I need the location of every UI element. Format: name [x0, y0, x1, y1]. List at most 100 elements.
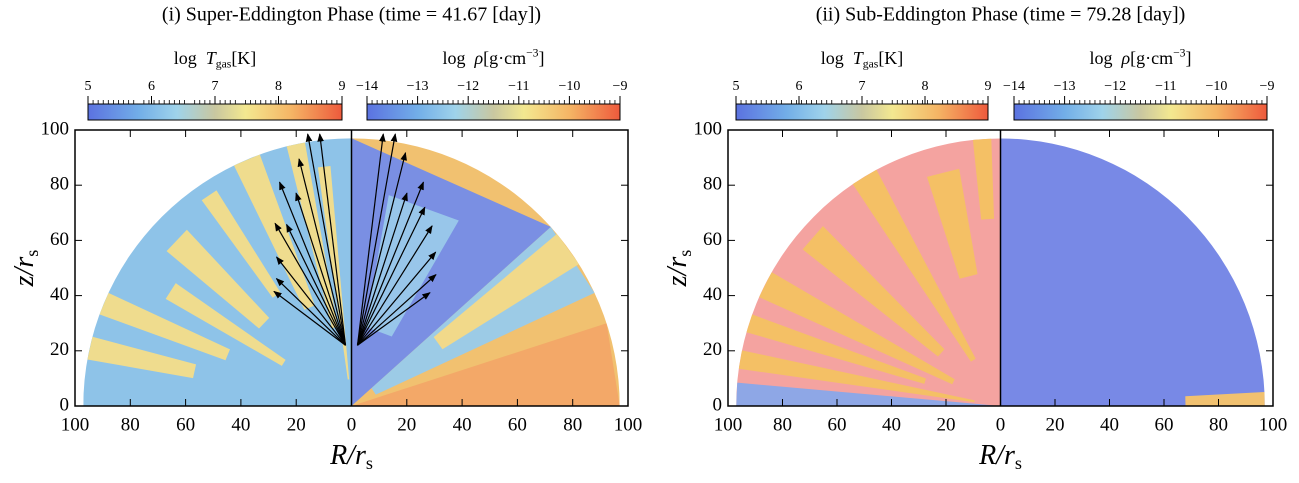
x-tick-label: 60 [1155, 414, 1174, 435]
label-part: [g·cm [1130, 48, 1173, 68]
field [736, 138, 1265, 406]
arrow [356, 151, 407, 346]
field-region [759, 272, 955, 385]
chart-title: (i) Super-Eddington Phase (time = 41.67 … [162, 4, 541, 26]
field-region [233, 154, 315, 310]
arrow [357, 251, 437, 346]
x-tick-label: 20 [1046, 414, 1065, 435]
label-part: [g·cm [483, 48, 526, 68]
x-tick-label: 40 [453, 414, 472, 435]
arrow [356, 133, 386, 346]
arrow [357, 292, 431, 346]
arrow [279, 181, 347, 346]
x-tick-label: 40 [231, 414, 250, 435]
field-region [365, 195, 459, 337]
field-right [1000, 138, 1265, 406]
field-region [87, 336, 197, 379]
arrow [356, 206, 426, 346]
arrow [356, 225, 433, 346]
field-region [738, 350, 975, 403]
x-tick-label: 20 [937, 414, 956, 435]
y-tick-label: 0 [713, 394, 723, 415]
field-region [317, 165, 350, 380]
colorbar-tick-label: 7 [212, 79, 219, 94]
space [465, 48, 474, 68]
label-part: T [853, 48, 865, 68]
label-part: s [1015, 453, 1022, 473]
colorbar-tick-label: 6 [796, 79, 803, 94]
arrow [356, 192, 408, 346]
label-part: /r [662, 257, 693, 278]
label-part: ] [539, 48, 545, 68]
x-tick-label: 100 [714, 414, 743, 435]
x-tick-label: 20 [287, 414, 306, 435]
colorbar-tick-label: 8 [275, 79, 282, 94]
colorbar-tick-label: 6 [148, 79, 155, 94]
colorbar-tick-label: −11 [1155, 79, 1176, 94]
label-part: ρ [473, 48, 483, 68]
colorbar-tick-label: −13 [407, 79, 429, 94]
field-region [736, 382, 1001, 406]
y-tick-label: 20 [703, 339, 722, 360]
axis-label: R/rs [978, 440, 1022, 473]
arrow [317, 133, 347, 346]
x-tick-label: 100 [1259, 414, 1288, 435]
colorbar-tick-label: −12 [457, 79, 479, 94]
field-region [1185, 391, 1265, 406]
arrow [297, 158, 347, 346]
y-tick-label: 60 [703, 229, 722, 250]
field-region [351, 323, 620, 406]
colorbar-tick-label: −9 [1260, 79, 1275, 94]
axis-label: log Tgas[K] [821, 48, 904, 70]
x-tick-label: 80 [121, 414, 140, 435]
arrow [295, 192, 347, 346]
label-part: gas [863, 57, 879, 70]
label-part: z [9, 275, 40, 287]
label-part: log [821, 48, 844, 68]
label-part: s [675, 250, 695, 257]
space [844, 48, 853, 68]
x-tick-label: 20 [397, 414, 416, 435]
colorbar-tick-label: 9 [339, 79, 346, 94]
colorbar-tick-label: 5 [733, 79, 740, 94]
colorbar-tick-label: −11 [508, 79, 529, 94]
colorbar-tick-label: −10 [558, 79, 580, 94]
arrow [356, 133, 398, 346]
colorbar-tick-label: −13 [1054, 79, 1076, 94]
y-tick-label: 100 [41, 118, 70, 139]
label-part: gas [216, 57, 232, 70]
label-part: log [442, 48, 465, 68]
label-part: s [366, 453, 373, 473]
x-tick-label: 40 [882, 414, 901, 435]
label-part: T [206, 48, 218, 68]
chart-title: (ii) Sub-Eddington Phase (time = 79.28 [… [816, 4, 1186, 26]
arrow [305, 133, 347, 346]
label-part: −3 [526, 46, 539, 59]
x-tick-label: 80 [773, 414, 792, 435]
field-region [201, 190, 281, 298]
space [197, 48, 206, 68]
colorbar-tick-label: 9 [985, 79, 992, 94]
label-part: −3 [1173, 46, 1186, 59]
x-tick-label: 60 [176, 414, 195, 435]
label-part: /r [9, 257, 40, 278]
label-part: ] [1186, 48, 1192, 68]
y-tick-label: 40 [703, 284, 722, 305]
label-part: log [1089, 48, 1112, 68]
field-region [165, 283, 286, 366]
x-tick-label: 80 [563, 414, 582, 435]
label-part: s [22, 250, 42, 257]
label-part: [K] [231, 48, 256, 68]
field-region [972, 138, 995, 220]
space [1112, 48, 1121, 68]
field [83, 138, 620, 406]
label-part: z [662, 275, 693, 287]
colorbar-tick-label: −10 [1205, 79, 1227, 94]
y-tick-label: 80 [703, 174, 722, 195]
arrow [276, 256, 346, 346]
x-tick-label: 0 [996, 414, 1006, 435]
arrow [273, 290, 346, 346]
colorbar-tick-label: 8 [922, 79, 929, 94]
x-tick-label: 40 [1100, 414, 1119, 435]
